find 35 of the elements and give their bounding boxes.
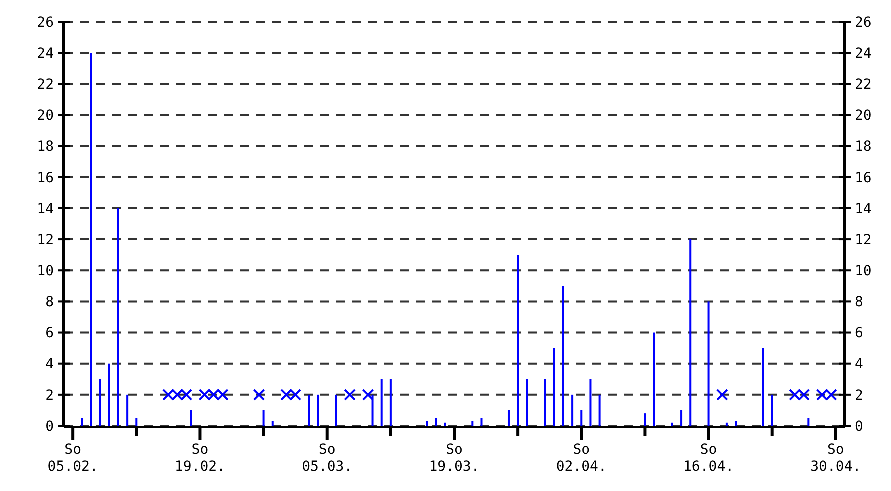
x-tick-label: So 02.04. bbox=[556, 442, 607, 475]
y-tick-label: 20 bbox=[37, 108, 54, 124]
y2-tick-label: 24 bbox=[855, 46, 872, 62]
x-tick-label: So 19.03. bbox=[429, 442, 480, 475]
y2-tick-label: 0 bbox=[855, 418, 864, 435]
y-tick-label: 4 bbox=[46, 356, 54, 373]
y-tick-label: 22 bbox=[37, 77, 54, 94]
y2-tick-label: 8 bbox=[855, 294, 864, 311]
y2-tick-label: 18 bbox=[855, 139, 872, 156]
y2-tick-label: 16 bbox=[855, 170, 872, 186]
y2-tick-label: 14 bbox=[855, 201, 872, 218]
y-tick-label: 26 bbox=[37, 14, 54, 31]
y2-tick-label: 22 bbox=[855, 77, 872, 94]
y-tick-label: 16 bbox=[37, 170, 54, 186]
y2-tick-label: 2 bbox=[855, 388, 864, 404]
y2-tick-label: 20 bbox=[855, 108, 872, 124]
y2-tick-label: 4 bbox=[855, 356, 864, 373]
x-tick-label: So 19.02. bbox=[174, 442, 226, 475]
y-tick-label: 0 bbox=[46, 418, 54, 435]
y2-tick-label: 10 bbox=[855, 264, 872, 280]
y2-tick-label: 6 bbox=[855, 326, 864, 342]
x-tick-label: So 05.03. bbox=[302, 442, 353, 475]
y-tick-label: 10 bbox=[37, 264, 54, 280]
y-tick-label: 14 bbox=[37, 201, 54, 218]
x-tick-label: So 30.04. bbox=[810, 442, 862, 475]
y2-tick-label: 12 bbox=[855, 232, 872, 248]
x-tick-label: So 05.02. bbox=[48, 442, 98, 475]
y-tick-label: 12 bbox=[37, 232, 54, 248]
y2-tick-label: 26 bbox=[855, 14, 872, 31]
y-tick-label: 24 bbox=[37, 46, 54, 62]
y-tick-label: 18 bbox=[37, 139, 54, 156]
y-tick-label: 6 bbox=[46, 326, 54, 342]
y-tick-label: 8 bbox=[46, 294, 54, 311]
y-tick-label: 2 bbox=[46, 388, 54, 404]
x-tick-label: So 16.04. bbox=[683, 442, 734, 475]
